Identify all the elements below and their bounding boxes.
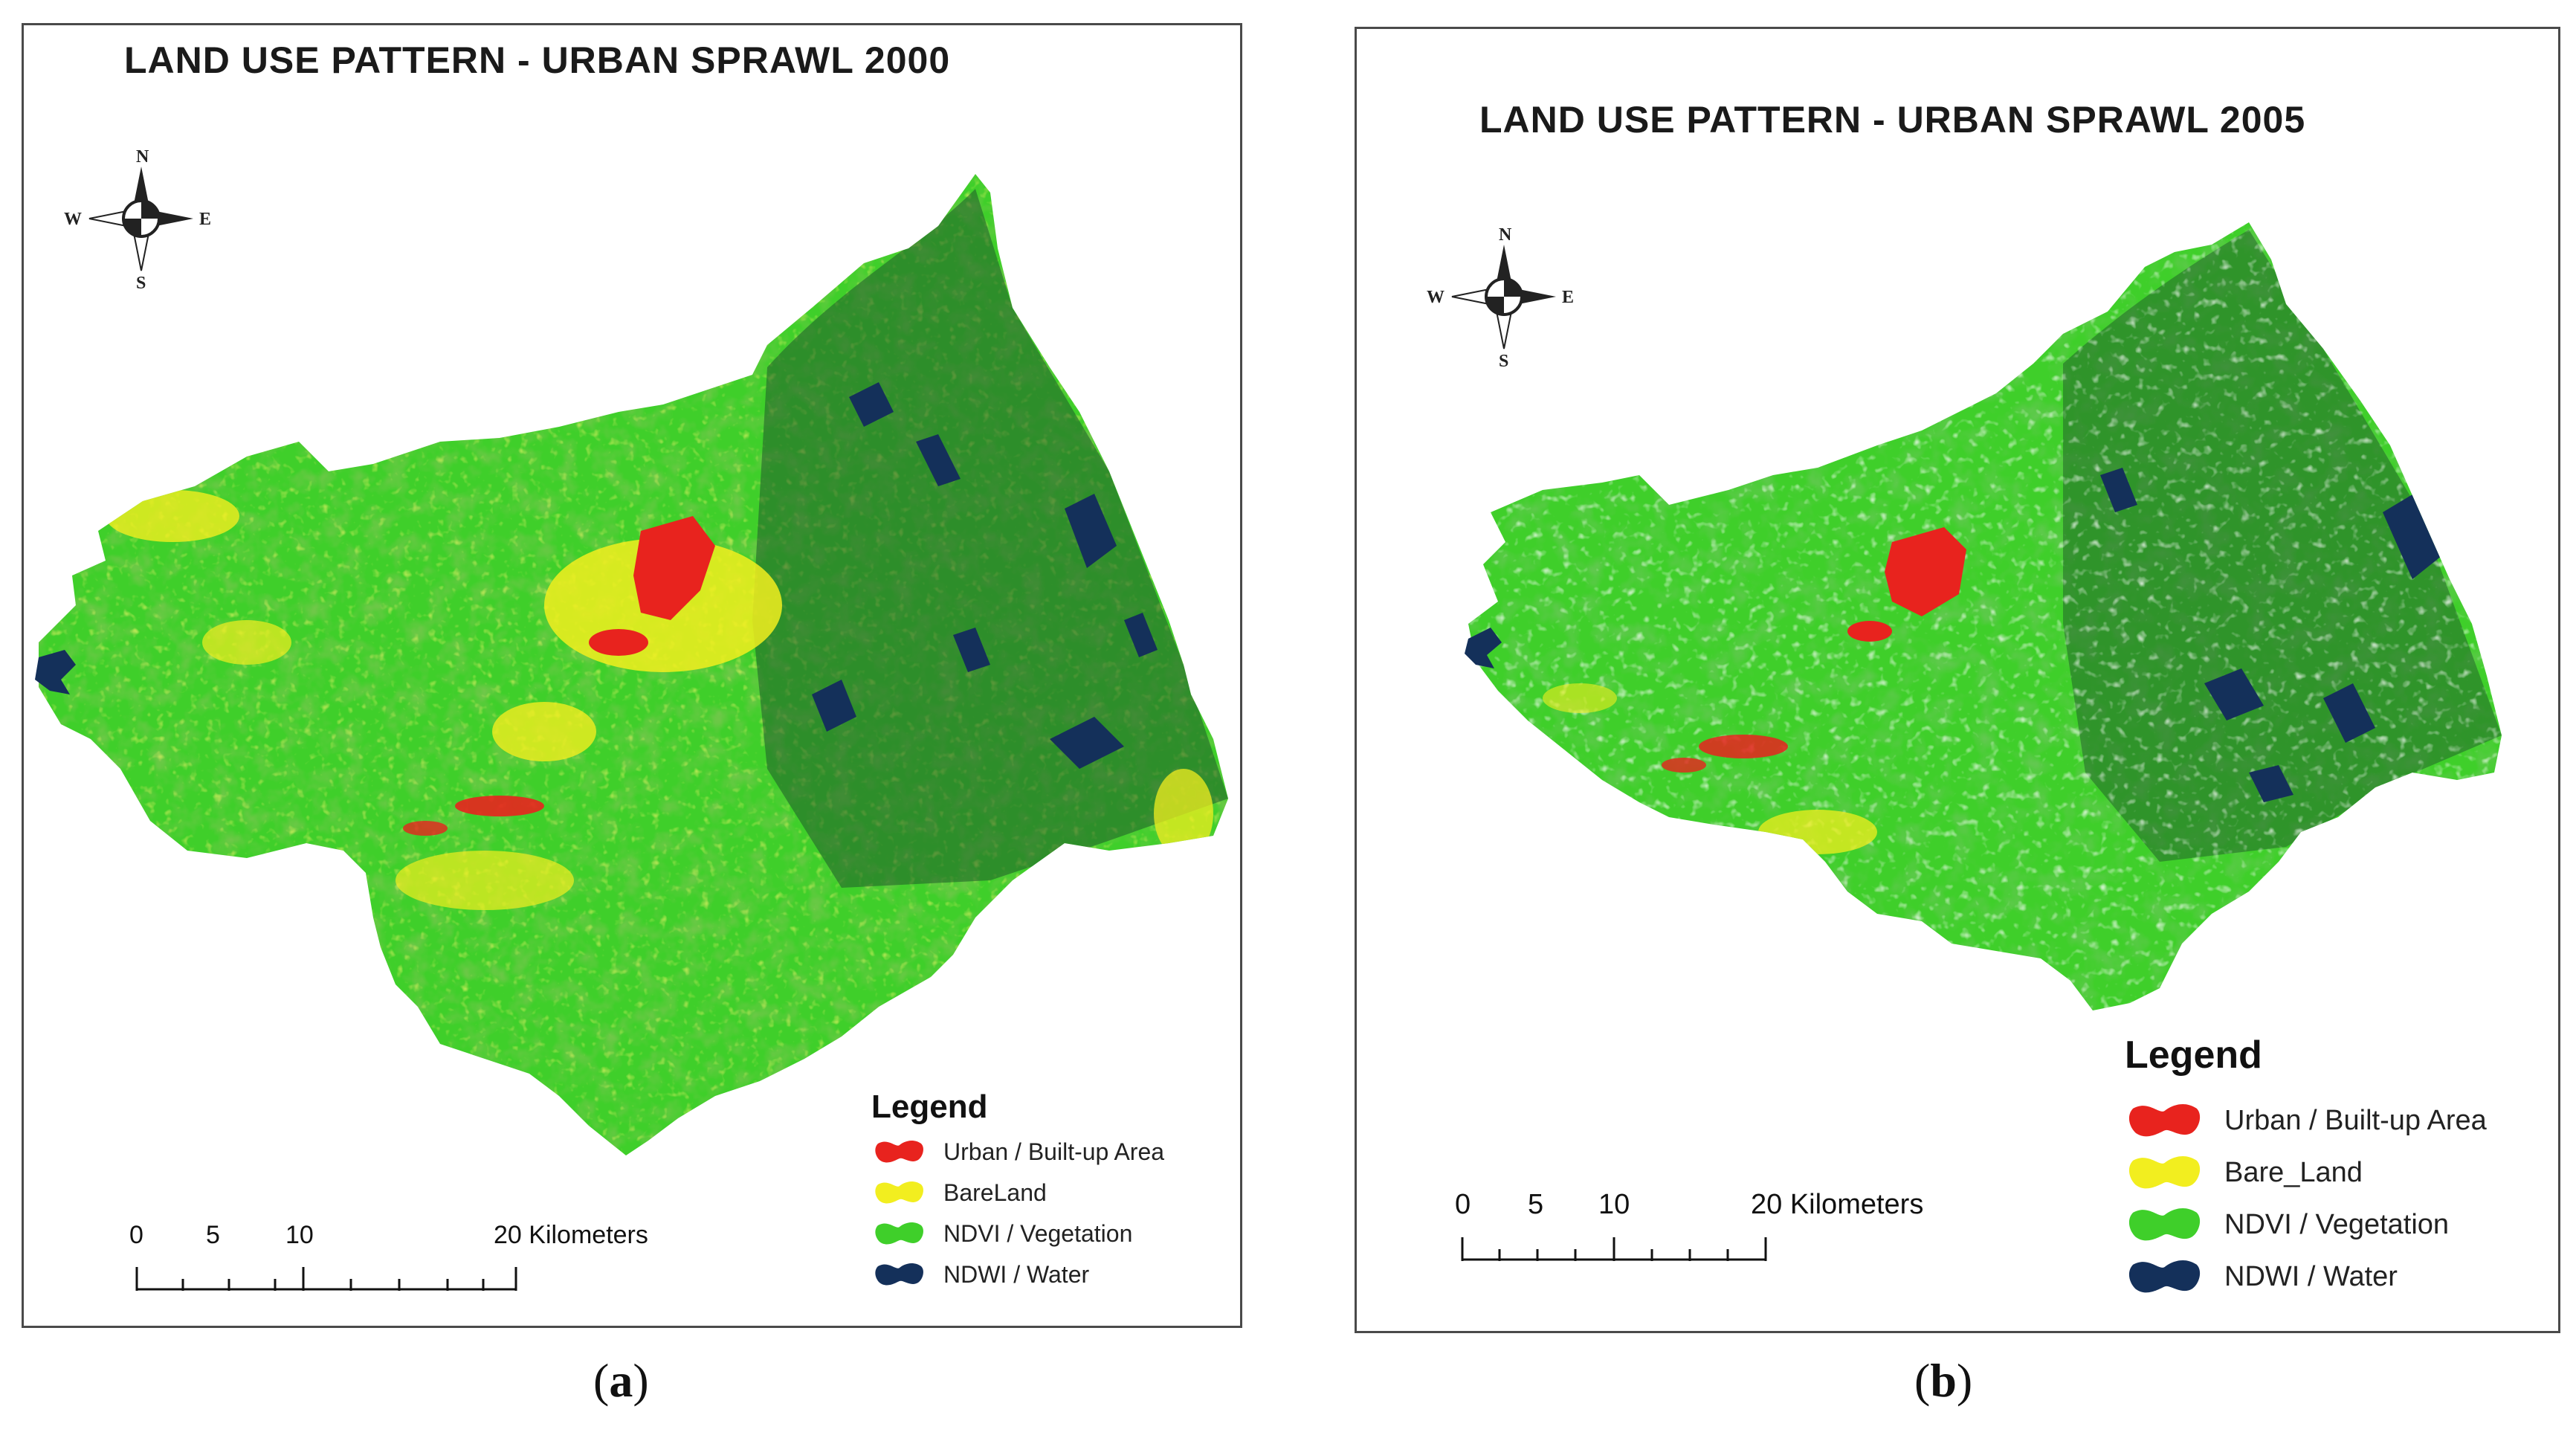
map-panel-a: LAND USE PATTERN - URBAN SPRAWL 2000 (22, 23, 1242, 1328)
scale-tick-label: 0 (1455, 1189, 1471, 1220)
water-inlet (35, 650, 76, 694)
legend-label: BareLand (943, 1179, 1047, 1206)
scale-tick-label: 0 (129, 1221, 143, 1249)
caption-open: ( (1914, 1354, 1931, 1407)
compass-s-label: S (1499, 352, 1508, 371)
legend-title: Legend (871, 1089, 988, 1125)
water-inlet (1465, 628, 1502, 668)
scale-bar: 0 5 10 20 Kilometers (129, 1221, 648, 1291)
legend-item-vegetation: NDVI / Vegetation (874, 1219, 1132, 1248)
scale-end-label: 20 Kilometers (1751, 1189, 1923, 1220)
scale-end-label: 20 Kilometers (494, 1221, 648, 1249)
caption-letter: b (1930, 1354, 1957, 1407)
legend-label: NDWI / Water (943, 1260, 1090, 1288)
compass-e-label: E (199, 210, 211, 229)
legend-label: Bare_Land (2224, 1156, 2363, 1188)
scale-tick-label: 10 (285, 1221, 314, 1249)
scale-tick-label: 10 (1598, 1189, 1630, 1220)
legend-swatch (875, 1181, 923, 1204)
legend-item-bare: Bare_Land (2126, 1152, 2363, 1193)
legend-swatch (2128, 1208, 2201, 1241)
north-arrow: N S E W (1427, 225, 1574, 371)
legend-swatch (875, 1222, 923, 1245)
legend-swatch (2128, 1103, 2201, 1137)
legend-label: NDWI / Water (2224, 1260, 2398, 1292)
caption-b: (b) (1914, 1353, 1972, 1408)
caption-open: ( (593, 1354, 610, 1407)
map-panel-b: LAND USE PATTERN - URBAN SPRAWL 2005 (1355, 27, 2560, 1333)
land-use-map (1465, 222, 2502, 1010)
legend-item-water: NDWI / Water (2126, 1256, 2398, 1297)
legend-title: Legend (2125, 1034, 2262, 1077)
map-title: LAND USE PATTERN - URBAN SPRAWL 2000 (124, 39, 951, 81)
legend-item-urban: Urban / Built-up Area (874, 1138, 1164, 1166)
legend-label: Urban / Built-up Area (943, 1138, 1165, 1165)
scale-tick-label: 5 (206, 1221, 220, 1249)
scale-bar: 0 5 10 20 Kilometers (1455, 1189, 1923, 1261)
legend-item-vegetation: NDVI / Vegetation (2126, 1204, 2449, 1245)
legend-item-water: NDWI / Water (874, 1260, 1089, 1289)
caption-letter: a (609, 1354, 633, 1407)
legend-label: NDVI / Vegetation (2224, 1208, 2450, 1240)
legend-label: Urban / Built-up Area (2224, 1104, 2487, 1136)
legend-swatch (875, 1141, 923, 1163)
caption-close: ) (633, 1354, 649, 1407)
map-title: LAND USE PATTERN - URBAN SPRAWL 2005 (1479, 99, 2306, 141)
north-arrow: N S E W (64, 147, 211, 293)
compass-w-label: W (1427, 288, 1444, 307)
caption-a: (a) (593, 1353, 649, 1408)
compass-e-label: E (1562, 288, 1574, 307)
land-use-map (35, 174, 1228, 1155)
legend-swatch (2128, 1260, 2201, 1293)
legend-item-bare: BareLand (874, 1179, 1047, 1207)
compass-w-label: W (64, 210, 82, 229)
compass-n-label: N (1499, 225, 1512, 245)
compass-n-label: N (136, 147, 149, 167)
legend-swatch (875, 1263, 923, 1286)
legend-item-urban: Urban / Built-up Area (2126, 1100, 2487, 1141)
legend-label: NDVI / Vegetation (943, 1219, 1133, 1247)
legend-swatch (2128, 1155, 2201, 1189)
scale-tick-label: 5 (1528, 1189, 1543, 1220)
caption-close: ) (1956, 1354, 1973, 1407)
compass-s-label: S (136, 274, 146, 293)
